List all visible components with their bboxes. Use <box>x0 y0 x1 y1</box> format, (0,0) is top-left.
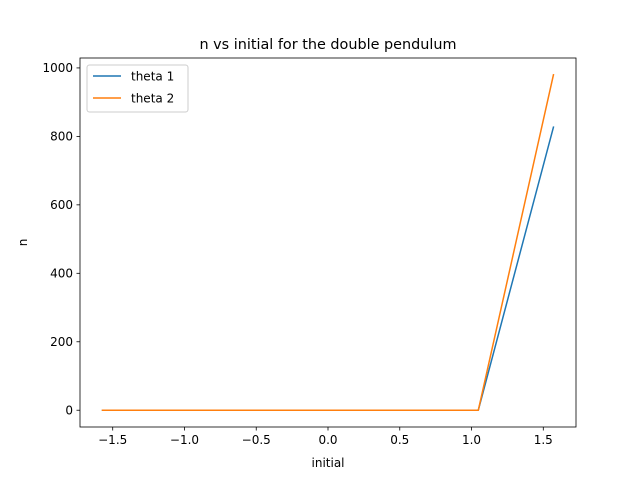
y-tick-label: 1000 <box>42 61 73 75</box>
x-tick-label: −1.5 <box>98 433 127 447</box>
x-tick-label: 0.5 <box>390 433 409 447</box>
y-tick-label: 200 <box>50 335 73 349</box>
x-tick-label: 1.5 <box>534 433 553 447</box>
y-tick-label: 600 <box>50 198 73 212</box>
x-tick-label: 1.0 <box>462 433 481 447</box>
y-tick-label: 800 <box>50 130 73 144</box>
y-tick-label: 0 <box>65 404 73 418</box>
legend-label-1: theta 1 <box>131 69 174 83</box>
x-tick-label: −0.5 <box>242 433 271 447</box>
chart-title: n vs initial for the double pendulum <box>199 37 456 53</box>
series-layer <box>101 73 555 411</box>
x-tick-label: −1.0 <box>170 433 199 447</box>
series-line-2 <box>101 73 555 411</box>
y-tick-label: 400 <box>50 267 73 281</box>
y-axis-label: n <box>16 239 30 247</box>
y-axis: 0 200 400 600 800 1000 <box>42 61 80 418</box>
x-tick-label: 0.0 <box>318 433 337 447</box>
x-axis: −1.5 −1.0 −0.5 0.0 0.5 1.0 1.5 <box>98 427 553 447</box>
x-axis-label: initial <box>312 456 345 470</box>
legend: theta 1 theta 2 <box>86 64 189 113</box>
legend-label-2: theta 2 <box>131 91 174 105</box>
